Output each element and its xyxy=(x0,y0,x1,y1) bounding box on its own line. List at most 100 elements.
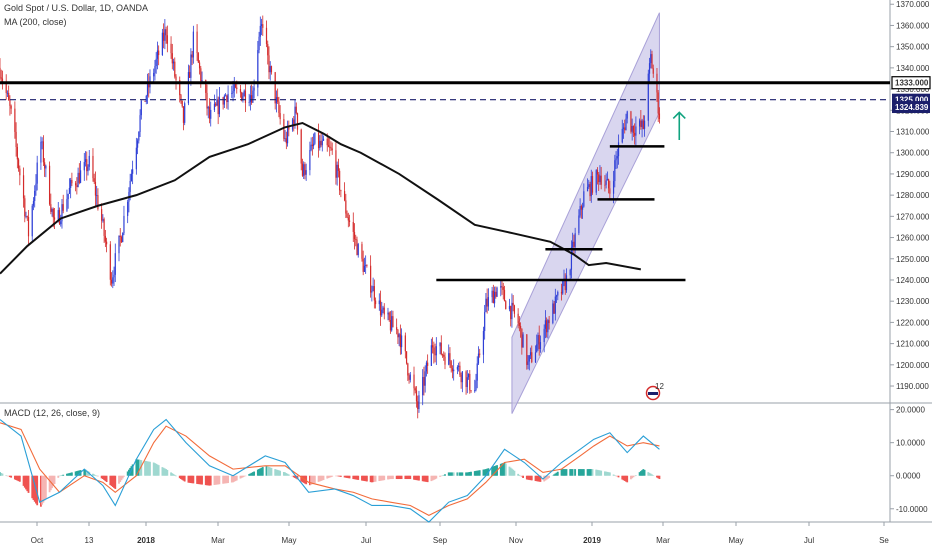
candle-body xyxy=(443,354,445,357)
candle-body xyxy=(171,53,173,64)
candle-body xyxy=(75,183,77,186)
candle xyxy=(641,118,643,138)
macd-histogram-bar xyxy=(274,469,277,476)
candle xyxy=(583,183,585,208)
candle xyxy=(36,155,38,191)
macd-histogram-bar xyxy=(243,475,246,477)
candle xyxy=(320,132,322,148)
candle xyxy=(184,101,186,126)
macd-histogram-bar xyxy=(582,469,585,476)
macd-histogram-bar xyxy=(486,468,489,476)
candle xyxy=(363,257,366,273)
candle xyxy=(508,298,511,312)
macd-histogram-bar xyxy=(33,475,36,502)
candles xyxy=(0,15,661,419)
macd-histogram-bar xyxy=(222,475,225,484)
candle-body xyxy=(87,166,89,172)
candle-body xyxy=(265,27,268,45)
candle-body xyxy=(53,217,56,220)
candle xyxy=(346,210,348,219)
candle-body xyxy=(476,363,478,381)
candle xyxy=(604,175,606,192)
candle xyxy=(136,138,139,155)
candle xyxy=(322,135,325,142)
candle xyxy=(374,297,377,309)
macd-histogram-bar xyxy=(1,473,4,476)
candle xyxy=(466,370,468,394)
candle xyxy=(546,317,548,338)
macd-histogram-bar xyxy=(647,472,650,476)
macd-histogram-bar xyxy=(589,469,591,476)
candle xyxy=(249,85,251,111)
macd-histogram-bar xyxy=(166,469,169,476)
candle-body xyxy=(572,241,574,248)
macd-histogram-bar xyxy=(361,475,363,481)
macd-histogram-bar xyxy=(485,469,487,476)
macd-histogram-bar xyxy=(458,472,461,476)
candle-body xyxy=(453,369,455,372)
candle-body xyxy=(641,120,643,128)
candle-body xyxy=(630,111,632,132)
macd-histogram-bar xyxy=(235,475,238,481)
macd-histogram-bar xyxy=(59,475,62,476)
macd-histogram-bar xyxy=(9,475,11,478)
macd-histogram-bar xyxy=(615,475,617,477)
event-marker[interactable]: 12 xyxy=(645,382,665,401)
macd-histogram-bar xyxy=(128,469,130,476)
candle xyxy=(51,207,53,217)
candle xyxy=(570,240,573,279)
candle-body xyxy=(175,76,177,81)
macd-histogram-bar xyxy=(217,475,220,485)
candle-body xyxy=(544,320,547,329)
macd-tick-label: 10.0000 xyxy=(896,439,925,448)
candle-body xyxy=(101,209,103,221)
macd-histogram-bar xyxy=(434,475,436,480)
candle-body xyxy=(241,92,243,101)
macd-histogram-bar xyxy=(292,475,295,478)
candle xyxy=(491,286,493,303)
candle xyxy=(414,386,416,394)
candle xyxy=(477,346,480,366)
candle-body xyxy=(187,72,190,104)
candle xyxy=(196,24,198,61)
macd-histogram-bar xyxy=(579,469,582,476)
macd-histogram-bar xyxy=(230,475,233,483)
candle xyxy=(19,165,21,186)
candle-body xyxy=(317,132,320,149)
candle xyxy=(93,173,95,185)
macd-histogram-bar xyxy=(656,475,658,478)
macd-histogram-bar xyxy=(26,475,29,492)
candle-body xyxy=(303,164,305,176)
candle-body xyxy=(392,316,394,328)
macd-histogram-bar xyxy=(250,472,253,476)
price-tick-label: 1210.000 xyxy=(896,340,930,349)
candle xyxy=(599,165,601,185)
candle-body xyxy=(329,146,331,148)
price-label: 1324.839 xyxy=(892,101,930,114)
candle xyxy=(589,181,591,202)
candle-body xyxy=(648,63,651,74)
candle-body xyxy=(600,175,602,185)
candle-body xyxy=(136,140,139,148)
candle xyxy=(609,180,611,199)
candle-body xyxy=(165,29,167,36)
candle-body xyxy=(398,334,400,338)
macd-histogram-bar xyxy=(154,463,156,476)
candle xyxy=(148,72,150,98)
macd-histogram-bar xyxy=(398,475,401,480)
macd-histogram-bar xyxy=(548,475,551,478)
candle-body xyxy=(154,66,156,73)
candle-body xyxy=(434,353,436,356)
macd-histogram-bar xyxy=(10,475,13,478)
candle-body xyxy=(417,401,419,410)
candle-body xyxy=(496,287,498,297)
candle-body xyxy=(624,127,626,131)
candle-body xyxy=(145,95,147,102)
candle-body xyxy=(586,186,589,192)
macd-histogram-bar xyxy=(197,475,200,485)
macd-histogram-bar xyxy=(586,469,589,476)
candle-body xyxy=(485,298,487,313)
macd-histogram-bar xyxy=(321,475,324,481)
candle-body xyxy=(192,31,194,58)
macd-histogram-bar xyxy=(57,475,60,478)
